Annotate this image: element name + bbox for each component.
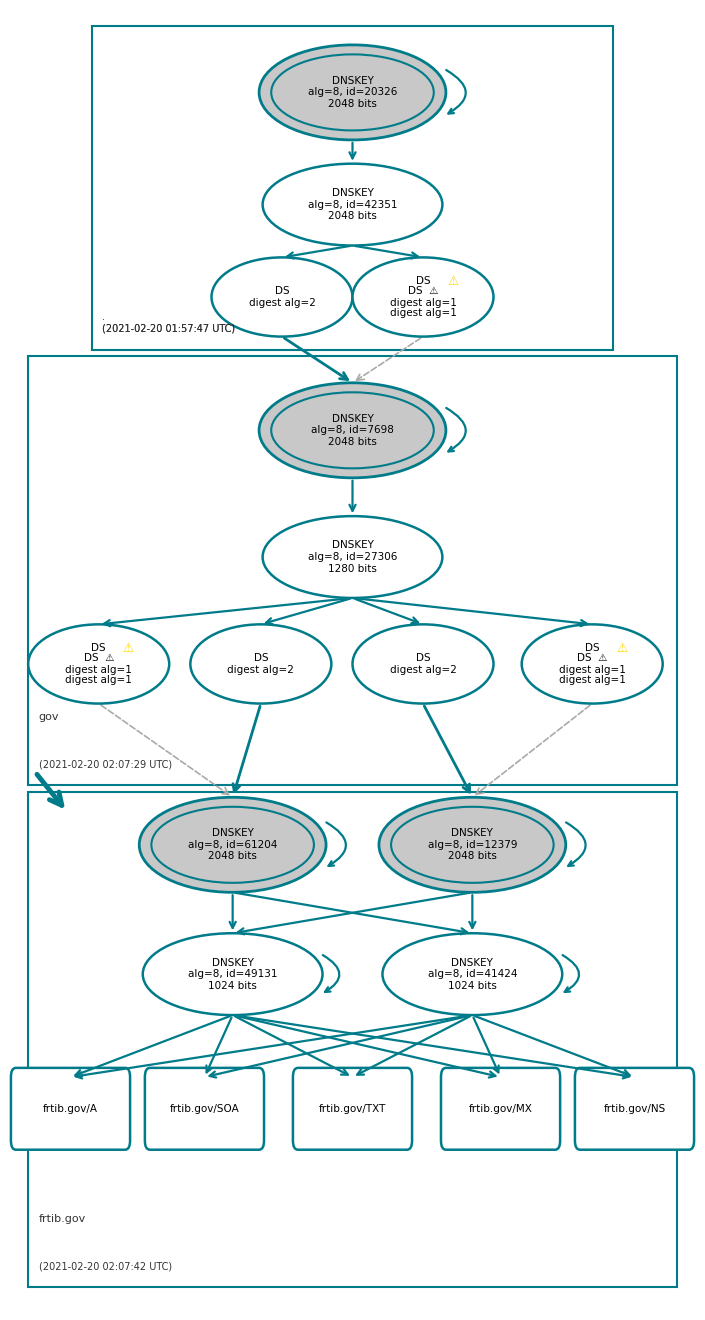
Text: frtib.gov/SOA: frtib.gov/SOA (170, 1104, 239, 1114)
Ellipse shape (142, 933, 323, 1015)
Text: DS  ⚠
digest alg=1: DS ⚠ digest alg=1 (390, 286, 456, 308)
Ellipse shape (379, 797, 566, 892)
Ellipse shape (190, 624, 331, 704)
Text: frtib.gov/TXT: frtib.gov/TXT (319, 1104, 386, 1114)
Text: digest alg=1: digest alg=1 (66, 675, 132, 685)
Text: DS
digest alg=2: DS digest alg=2 (228, 653, 294, 675)
Text: DS  ⚠
digest alg=1: DS ⚠ digest alg=1 (559, 653, 625, 675)
Text: ⚠: ⚠ (123, 642, 134, 655)
Text: DS: DS (416, 276, 430, 286)
Text: (2021-02-20 01:57:47 UTC): (2021-02-20 01:57:47 UTC) (102, 323, 235, 334)
Text: DNSKEY
alg=8, id=27306
1280 bits: DNSKEY alg=8, id=27306 1280 bits (308, 540, 397, 574)
Text: DNSKEY
alg=8, id=41424
1024 bits: DNSKEY alg=8, id=41424 1024 bits (428, 957, 517, 991)
Ellipse shape (522, 624, 663, 704)
Text: DS
digest alg=2: DS digest alg=2 (249, 286, 315, 308)
Bar (28, 356, 677, 785)
Bar (28, 792, 677, 1287)
Ellipse shape (259, 45, 446, 140)
FancyBboxPatch shape (11, 1068, 130, 1150)
Text: frtib.gov/MX: frtib.gov/MX (469, 1104, 532, 1114)
Text: gov: gov (39, 711, 59, 722)
Text: DS: DS (585, 643, 599, 653)
Text: DS: DS (92, 643, 106, 653)
Ellipse shape (352, 257, 494, 337)
Text: DNSKEY
alg=8, id=12379
2048 bits: DNSKEY alg=8, id=12379 2048 bits (428, 828, 517, 862)
Text: DS
digest alg=2: DS digest alg=2 (390, 653, 456, 675)
Text: DNSKEY
alg=8, id=49131
1024 bits: DNSKEY alg=8, id=49131 1024 bits (188, 957, 277, 991)
FancyBboxPatch shape (293, 1068, 412, 1150)
Text: DNSKEY
alg=8, id=20326
2048 bits: DNSKEY alg=8, id=20326 2048 bits (308, 75, 397, 110)
FancyBboxPatch shape (575, 1068, 694, 1150)
Text: (2021-02-20 02:07:29 UTC): (2021-02-20 02:07:29 UTC) (39, 759, 172, 770)
Text: DNSKEY
alg=8, id=7698
2048 bits: DNSKEY alg=8, id=7698 2048 bits (311, 413, 394, 447)
Bar (92, 26, 613, 350)
Ellipse shape (28, 624, 169, 704)
Ellipse shape (263, 516, 443, 598)
Text: frtib.gov: frtib.gov (39, 1213, 86, 1224)
Ellipse shape (212, 257, 352, 337)
Text: DNSKEY
alg=8, id=42351
2048 bits: DNSKEY alg=8, id=42351 2048 bits (308, 187, 397, 222)
Text: .
(2021-02-20 01:57:47 UTC): . (2021-02-20 01:57:47 UTC) (102, 313, 235, 334)
Ellipse shape (352, 624, 494, 704)
Text: ⚠: ⚠ (447, 275, 458, 288)
Ellipse shape (263, 164, 443, 246)
Text: (2021-02-20 02:07:42 UTC): (2021-02-20 02:07:42 UTC) (39, 1261, 172, 1271)
Text: frtib.gov/NS: frtib.gov/NS (603, 1104, 666, 1114)
Text: DS  ⚠
digest alg=1: DS ⚠ digest alg=1 (66, 653, 132, 675)
Text: DNSKEY
alg=8, id=61204
2048 bits: DNSKEY alg=8, id=61204 2048 bits (188, 828, 277, 862)
Ellipse shape (383, 933, 563, 1015)
Ellipse shape (140, 797, 326, 892)
Text: frtib.gov/A: frtib.gov/A (43, 1104, 98, 1114)
FancyBboxPatch shape (441, 1068, 560, 1150)
Text: digest alg=1: digest alg=1 (559, 675, 625, 685)
Text: ⚠: ⚠ (616, 642, 627, 655)
FancyBboxPatch shape (145, 1068, 264, 1150)
Text: digest alg=1: digest alg=1 (390, 308, 456, 318)
Ellipse shape (259, 383, 446, 478)
